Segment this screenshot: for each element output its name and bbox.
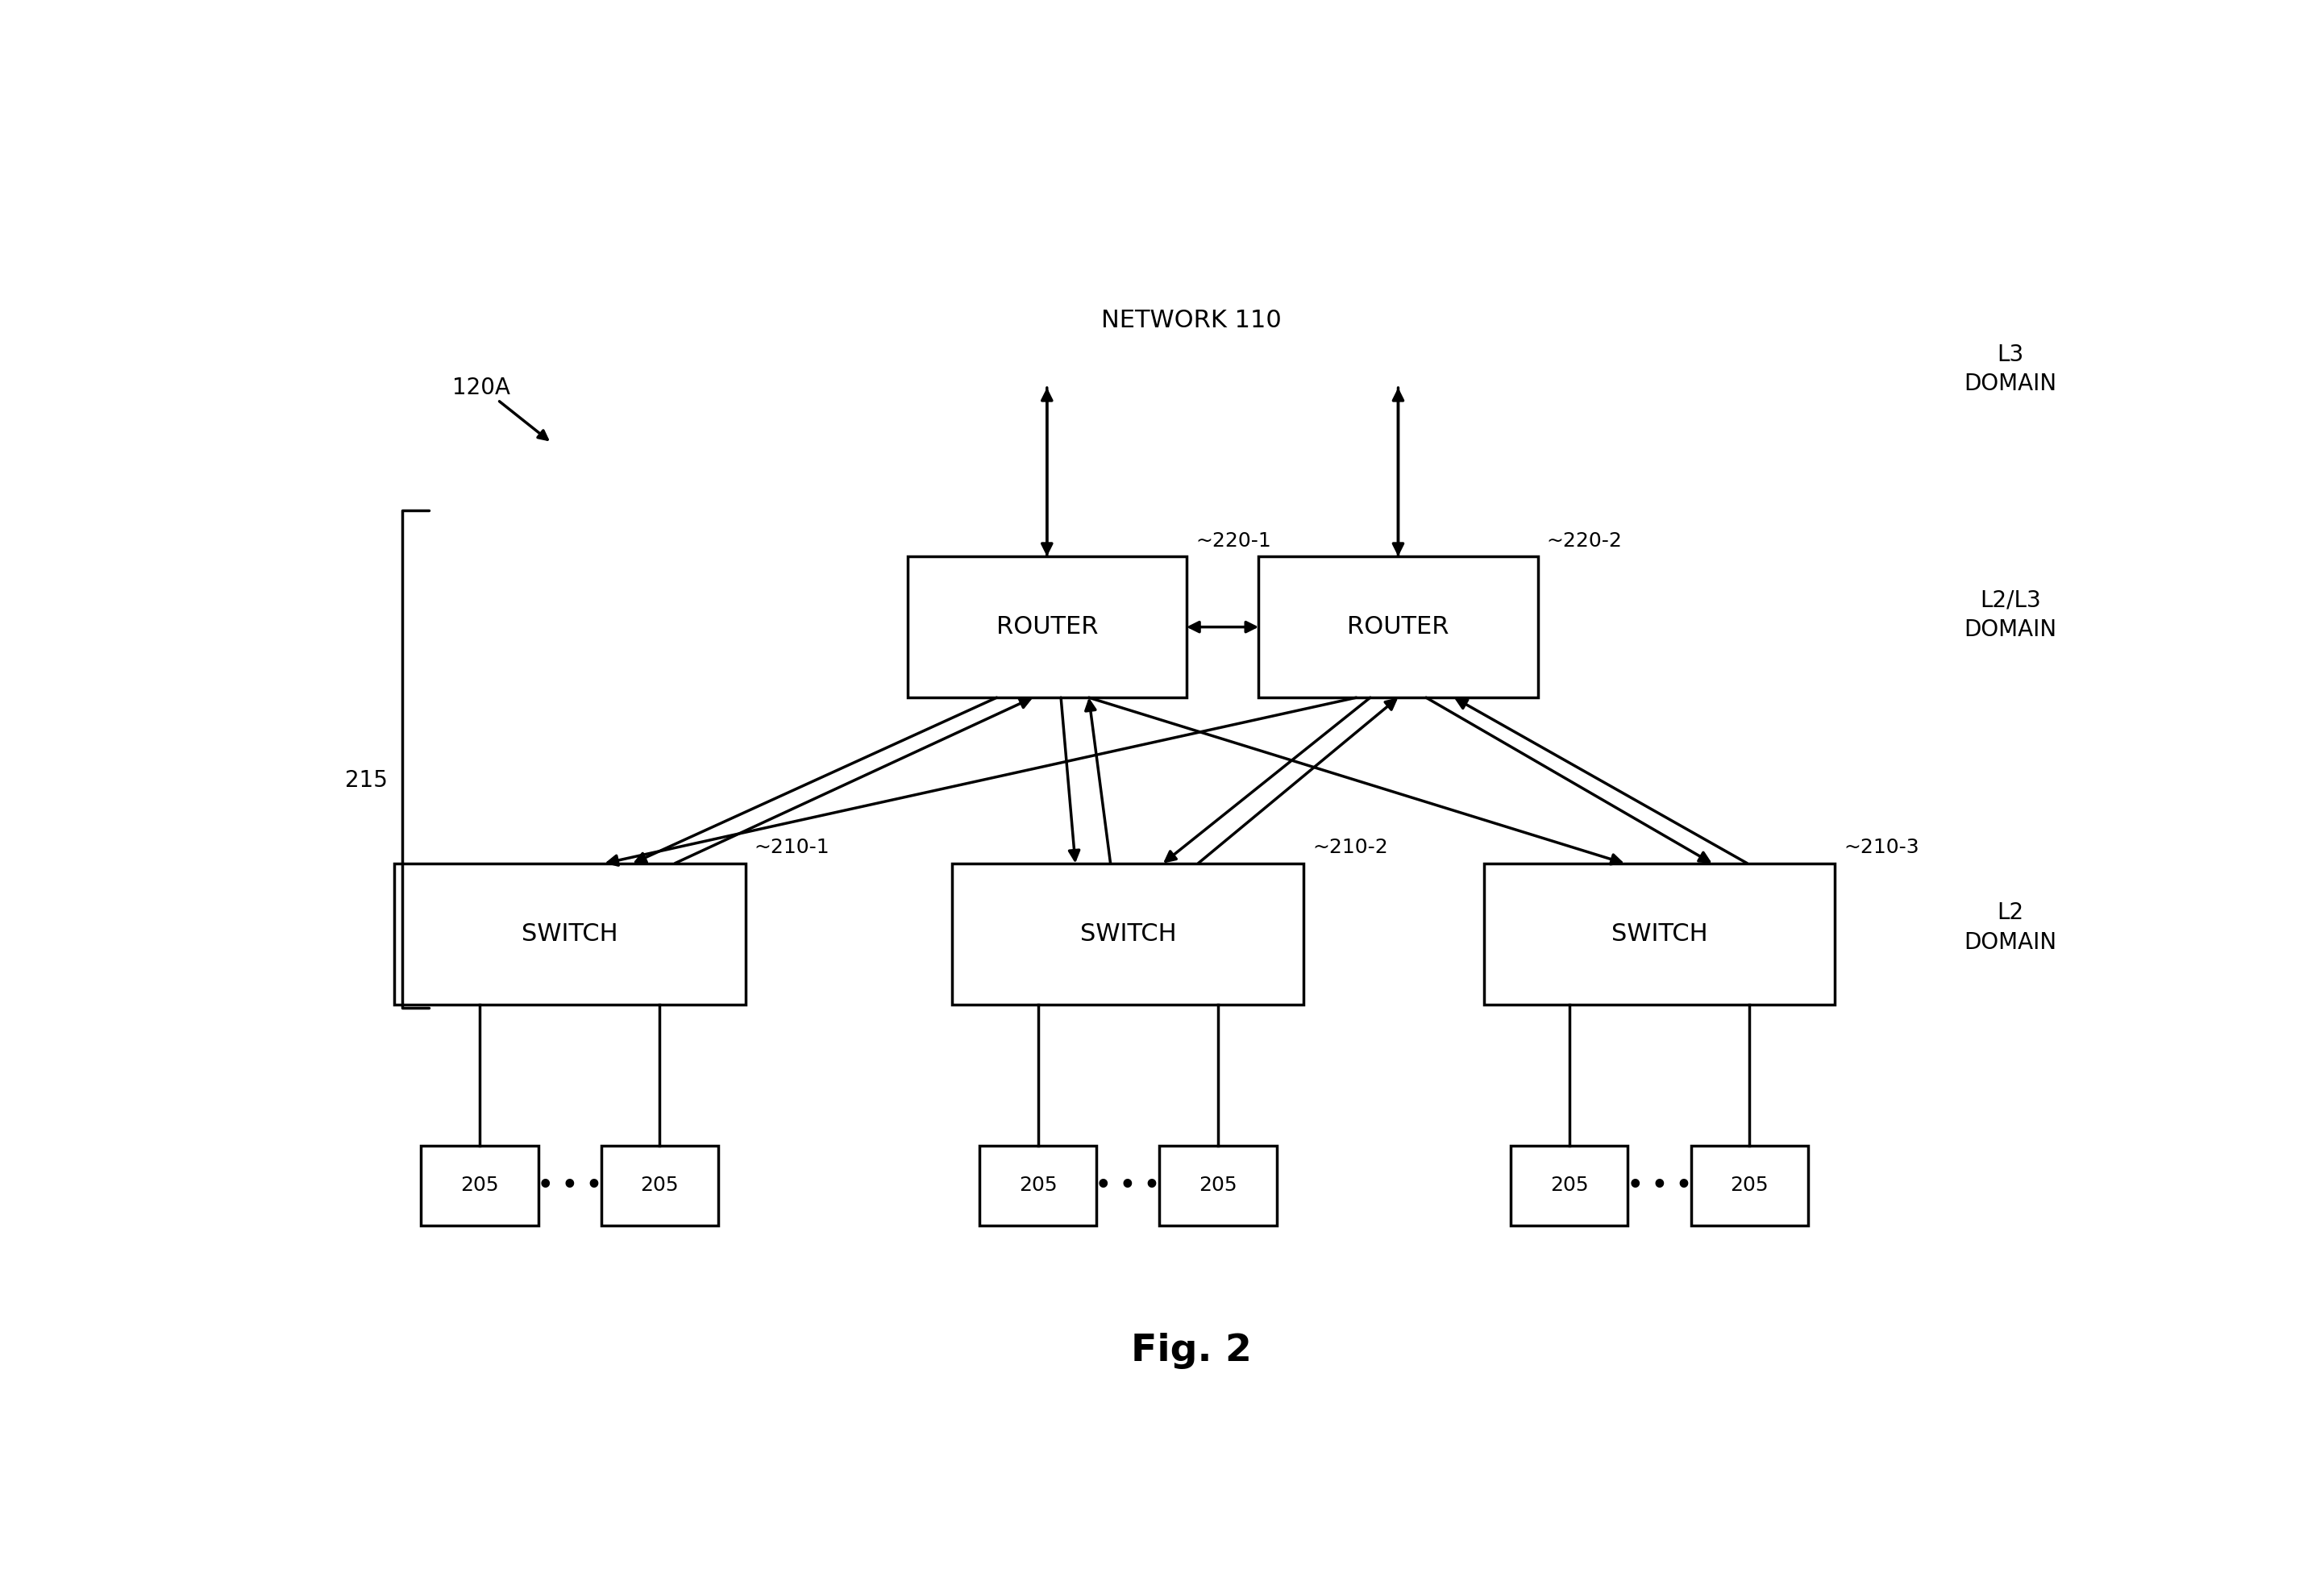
Text: 120A: 120A bbox=[453, 376, 511, 398]
Text: ROUTER: ROUTER bbox=[1348, 615, 1450, 639]
Text: • • •: • • • bbox=[1627, 1173, 1692, 1197]
Text: ~220-1: ~220-1 bbox=[1195, 531, 1271, 550]
Text: SWITCH: SWITCH bbox=[1081, 923, 1176, 945]
Text: ROUTER: ROUTER bbox=[997, 615, 1097, 639]
Bar bbox=[953, 864, 1304, 1004]
Text: Fig. 2: Fig. 2 bbox=[1132, 1333, 1250, 1369]
Text: ~210-1: ~210-1 bbox=[755, 838, 830, 858]
Bar bbox=[1511, 1146, 1627, 1226]
Bar bbox=[1260, 556, 1538, 698]
Bar bbox=[602, 1146, 718, 1226]
Text: 205: 205 bbox=[1729, 1176, 1769, 1196]
Text: 205: 205 bbox=[460, 1176, 500, 1196]
Text: SWITCH: SWITCH bbox=[521, 923, 618, 945]
Text: NETWORK 110: NETWORK 110 bbox=[1102, 309, 1281, 332]
Bar bbox=[1483, 864, 1836, 1004]
Text: • • •: • • • bbox=[537, 1173, 602, 1197]
Text: L2
DOMAIN: L2 DOMAIN bbox=[1964, 902, 2057, 953]
Text: L3
DOMAIN: L3 DOMAIN bbox=[1964, 343, 2057, 395]
Text: 205: 205 bbox=[1018, 1176, 1057, 1196]
Text: ~220-2: ~220-2 bbox=[1548, 531, 1622, 550]
Bar bbox=[421, 1146, 539, 1226]
Text: ~210-2: ~210-2 bbox=[1313, 838, 1387, 858]
Text: • • •: • • • bbox=[1097, 1173, 1160, 1197]
Bar bbox=[1692, 1146, 1808, 1226]
Text: L2/L3
DOMAIN: L2/L3 DOMAIN bbox=[1964, 588, 2057, 641]
Text: 205: 205 bbox=[641, 1176, 679, 1196]
Text: 215: 215 bbox=[344, 770, 388, 792]
Bar bbox=[906, 556, 1188, 698]
Bar bbox=[978, 1146, 1097, 1226]
Bar bbox=[395, 864, 746, 1004]
Text: ~210-3: ~210-3 bbox=[1843, 838, 1920, 858]
Text: SWITCH: SWITCH bbox=[1611, 923, 1708, 945]
Bar bbox=[1160, 1146, 1276, 1226]
Text: 205: 205 bbox=[1199, 1176, 1236, 1196]
Text: 205: 205 bbox=[1550, 1176, 1590, 1196]
